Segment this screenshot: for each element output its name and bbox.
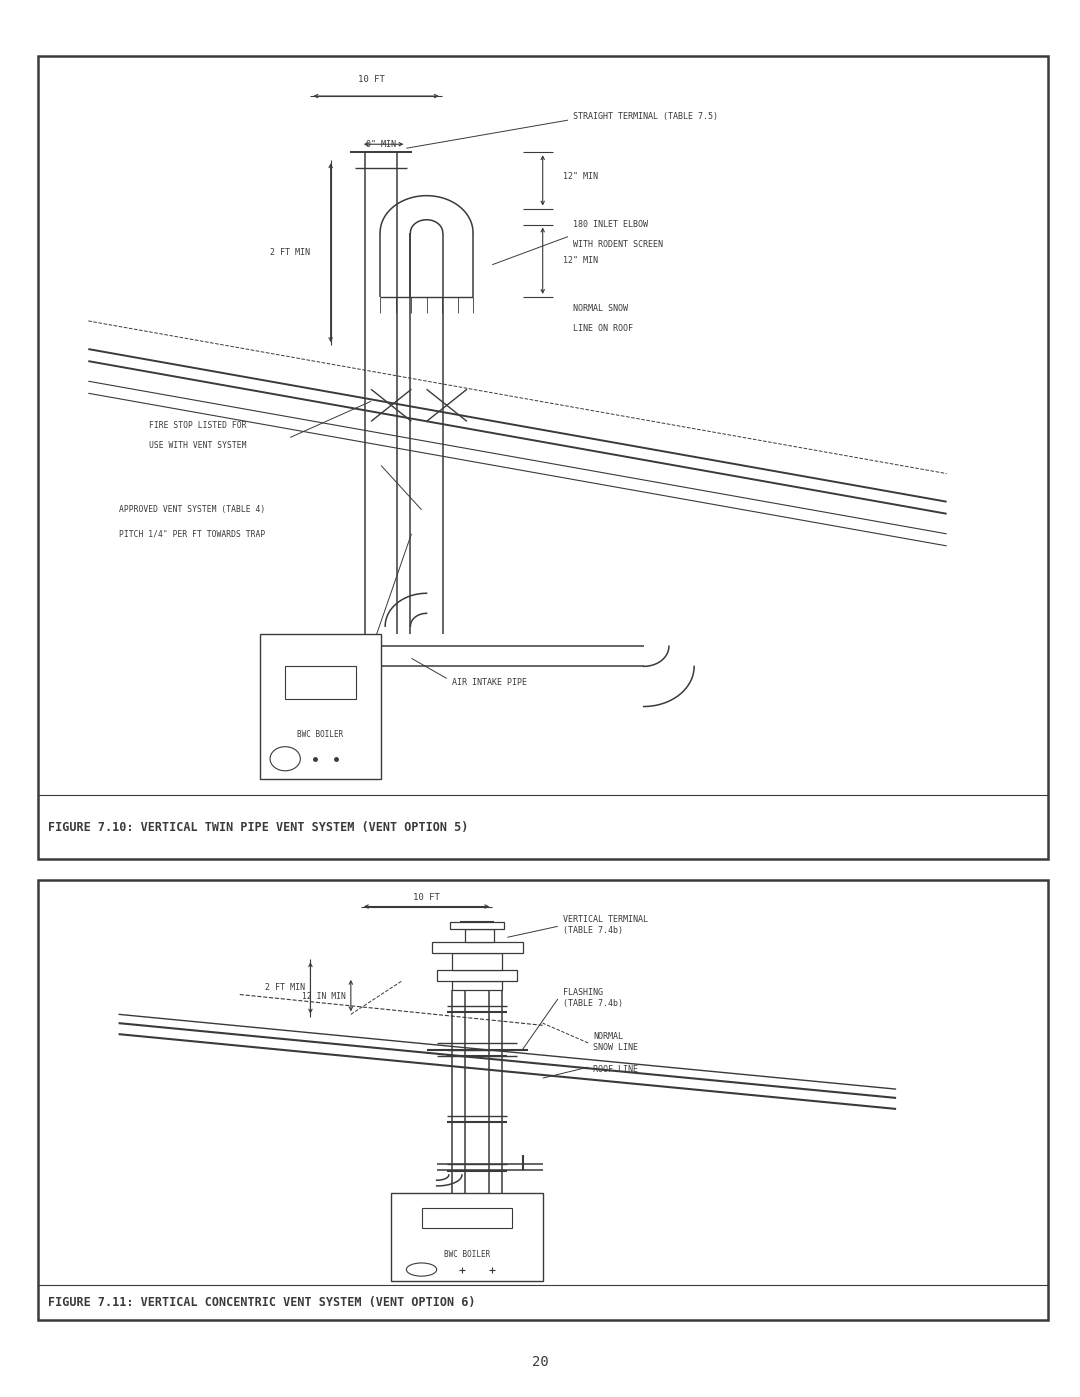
Bar (449, 922, 504, 929)
Text: 0" MIN: 0" MIN (366, 140, 396, 148)
Text: 12" MIN: 12" MIN (563, 172, 598, 180)
Text: ROOF LINE: ROOF LINE (593, 1065, 638, 1074)
Text: 12 IN MIN: 12 IN MIN (302, 992, 346, 1002)
Text: LINE ON ROOF: LINE ON ROOF (573, 324, 633, 334)
Text: STRAIGHT TERMINAL (TABLE 7.5): STRAIGHT TERMINAL (TABLE 7.5) (573, 112, 718, 120)
Text: FIRE STOP LISTED FOR: FIRE STOP LISTED FOR (149, 420, 246, 430)
Text: 12" MIN: 12" MIN (563, 256, 598, 265)
Text: FLASHING: FLASHING (563, 988, 603, 997)
Bar (260, 634, 381, 780)
Text: NORMAL SNOW: NORMAL SNOW (573, 305, 627, 313)
Text: (TABLE 7.4b): (TABLE 7.4b) (563, 926, 623, 935)
Text: 10 FT: 10 FT (357, 75, 384, 84)
Text: SNOW LINE: SNOW LINE (593, 1042, 638, 1052)
Bar (451, 981, 502, 990)
Text: BWC BOILER: BWC BOILER (297, 731, 343, 739)
Text: (TABLE 7.4b): (TABLE 7.4b) (563, 999, 623, 1007)
Text: USE WITH VENT SYSTEM: USE WITH VENT SYSTEM (149, 441, 246, 450)
Text: FIGURE 7.11: VERTICAL CONCENTRIC VENT SYSTEM (VENT OPTION 6): FIGURE 7.11: VERTICAL CONCENTRIC VENT SY… (48, 1296, 475, 1309)
Text: BWC BOILER: BWC BOILER (444, 1250, 490, 1259)
Text: 10 FT: 10 FT (414, 893, 440, 902)
Text: 2 FT MIN: 2 FT MIN (266, 983, 306, 992)
Text: 20: 20 (531, 1355, 549, 1369)
Bar (391, 1193, 543, 1281)
Text: NORMAL: NORMAL (593, 1032, 623, 1041)
Text: APPROVED VENT SYSTEM (TABLE 4): APPROVED VENT SYSTEM (TABLE 4) (119, 506, 265, 514)
Text: AIR INTAKE PIPE: AIR INTAKE PIPE (451, 678, 527, 687)
Bar (436, 971, 517, 981)
Text: 2 FT MIN: 2 FT MIN (270, 249, 310, 257)
Text: 180 INLET ELBOW: 180 INLET ELBOW (573, 221, 648, 229)
Text: WITH RODENT SCREEN: WITH RODENT SCREEN (573, 240, 663, 249)
Bar (421, 1208, 512, 1228)
Bar (451, 953, 502, 971)
Bar (285, 666, 356, 698)
Text: VERTICAL TERMINAL: VERTICAL TERMINAL (563, 915, 648, 925)
Bar (432, 942, 523, 953)
Text: FIGURE 7.10: VERTICAL TWIN PIPE VENT SYSTEM (VENT OPTION 5): FIGURE 7.10: VERTICAL TWIN PIPE VENT SYS… (48, 820, 469, 834)
Text: PITCH 1/4" PER FT TOWARDS TRAP: PITCH 1/4" PER FT TOWARDS TRAP (119, 529, 265, 538)
Bar (465, 929, 495, 942)
